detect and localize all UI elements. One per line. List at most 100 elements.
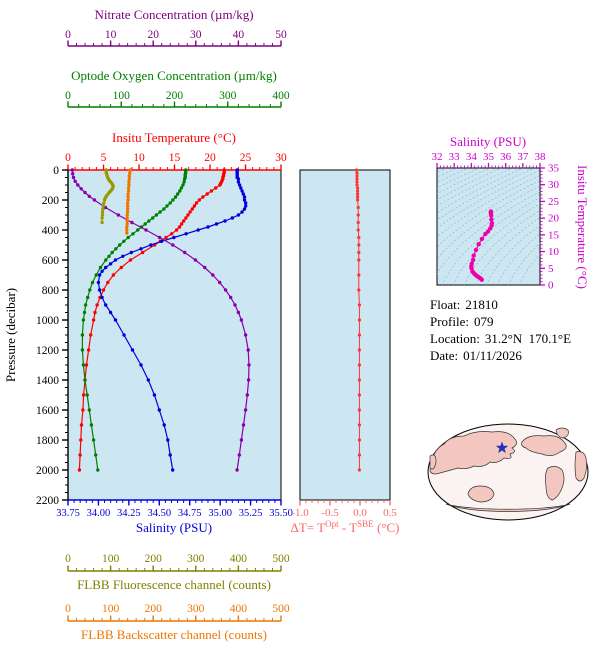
oxygen-axis: 0 100 200 300 400	[65, 90, 290, 108]
profile-line: Profile: 079	[430, 313, 571, 330]
world-map	[427, 423, 589, 521]
svg-text:30: 30	[275, 152, 287, 164]
svg-text:400: 400	[42, 225, 60, 237]
svg-text:32: 32	[432, 151, 443, 163]
delta-t-plot-area	[299, 169, 391, 501]
svg-text:0.0: 0.0	[353, 507, 367, 519]
svg-text:0: 0	[65, 553, 71, 565]
svg-text:36: 36	[500, 151, 512, 163]
svg-text:35.50: 35.50	[269, 508, 293, 519]
date-value: 01/11/2026	[463, 348, 522, 363]
svg-text:400: 400	[230, 603, 248, 615]
svg-text:2000: 2000	[36, 465, 59, 477]
svg-text:10: 10	[105, 29, 117, 41]
svg-text:35: 35	[483, 151, 495, 163]
profile-plot-area	[68, 170, 281, 500]
map-antarctica	[445, 503, 571, 512]
temperature-profile-curve	[77, 168, 226, 472]
svg-text:-1.0: -1.0	[291, 507, 309, 519]
svg-text:1800: 1800	[36, 435, 59, 447]
ts-temperature-axis-title: Insitu Temperature (°C)	[575, 165, 590, 289]
svg-text:200: 200	[42, 195, 60, 207]
svg-text:300: 300	[187, 553, 205, 565]
svg-text:1200: 1200	[36, 345, 59, 357]
fluorescence-profile-curve	[100, 168, 115, 225]
svg-text:5: 5	[101, 152, 107, 164]
svg-text:500: 500	[272, 553, 290, 565]
svg-text:800: 800	[42, 285, 60, 297]
float-position-star-icon	[495, 441, 509, 453]
date-line: Date: 01/11/2026	[430, 347, 571, 364]
salinity-axis: 33.75 34.00 34.25 34.50 34.75 35.00 35.25 35.50	[56, 499, 293, 519]
svg-text:200: 200	[145, 603, 163, 615]
svg-text:25: 25	[240, 152, 252, 164]
svg-text:300: 300	[219, 90, 237, 102]
svg-text:1000: 1000	[36, 315, 59, 327]
svg-text:50: 50	[275, 29, 287, 41]
delta-t-axis-title: ΔT= TOpt - TSBE (°C)	[291, 519, 400, 535]
svg-text:0.5: 0.5	[383, 507, 397, 519]
delta-t-plot: -1.0 -0.5 0.0 0.5	[291, 168, 397, 519]
svg-text:40: 40	[233, 29, 245, 41]
ts-axes: 32 33 34 35 36 37 38 0 5 10 15 20 25 30 35	[432, 151, 560, 292]
svg-text:0: 0	[65, 90, 71, 102]
map-greenland	[555, 427, 569, 439]
ts-salinity-axis-title: Salinity (PSU)	[450, 134, 526, 149]
svg-text:5: 5	[548, 263, 554, 275]
pressure-axis: 0 200 400 600 800 1000 1200 1400 1600 1800 2000 220…	[36, 165, 69, 507]
svg-text:200: 200	[166, 90, 184, 102]
svg-text:34.00: 34.00	[87, 508, 111, 519]
svg-text:34.25: 34.25	[117, 508, 141, 519]
svg-text:15: 15	[548, 229, 560, 241]
svg-text:400: 400	[230, 553, 248, 565]
svg-text:34.50: 34.50	[147, 508, 171, 519]
ts-plot-area	[436, 167, 541, 286]
location-label: Location:	[430, 331, 480, 346]
map-africa-right-edge	[574, 451, 588, 482]
map-south-america	[544, 466, 565, 501]
svg-text:30: 30	[190, 29, 202, 41]
svg-text:33: 33	[449, 151, 461, 163]
svg-text:30: 30	[548, 179, 560, 191]
svg-text:34.75: 34.75	[178, 508, 202, 519]
svg-text:200: 200	[145, 553, 163, 565]
svg-text:600: 600	[42, 255, 60, 267]
location-line: Location: 31.2°N 170.1°E	[430, 330, 571, 347]
svg-text:400: 400	[272, 90, 290, 102]
nitrate-axis: 0 10 20 30 40 50	[65, 29, 287, 47]
fluorescence-axis-title: FLBB Fluorescence channel (counts)	[77, 577, 271, 592]
float-value: 21810	[465, 297, 498, 312]
delta-temperature-curve	[354, 168, 361, 472]
pressure-axis-title: Pressure (decibar)	[3, 288, 18, 382]
nitrate-axis-title: Nitrate Concentration (µm/kg)	[94, 7, 253, 22]
svg-text:20: 20	[548, 213, 560, 225]
svg-text:-0.5: -0.5	[321, 507, 339, 519]
salinity-axis-title: Salinity (PSU)	[136, 520, 212, 535]
svg-text:38: 38	[535, 151, 547, 163]
svg-text:100: 100	[102, 553, 120, 565]
svg-text:37: 37	[517, 151, 529, 163]
svg-text:35: 35	[548, 163, 560, 175]
svg-text:0: 0	[548, 280, 554, 292]
svg-text:0: 0	[65, 152, 71, 164]
float-info-panel: Float: 21810 Profile: 079 Location: 31.2°N …	[430, 296, 571, 364]
svg-text:100: 100	[102, 603, 120, 615]
map-north-america	[521, 435, 567, 456]
profile-label: Profile:	[430, 314, 469, 329]
float-id-line: Float: 21810	[430, 296, 571, 313]
svg-text:33.75: 33.75	[56, 508, 80, 519]
backscatter-axis: 0 100 200 300 400 500	[65, 603, 290, 622]
location-value: 31.2°N 170.1°E	[484, 331, 572, 346]
date-label: Date:	[430, 348, 459, 363]
svg-text:100: 100	[113, 90, 131, 102]
map-australia	[467, 485, 495, 503]
svg-text:1400: 1400	[36, 375, 59, 387]
svg-text:20: 20	[147, 29, 159, 41]
svg-text:0: 0	[65, 603, 71, 615]
svg-text:2200: 2200	[36, 495, 59, 507]
temperature-axis: 0 5 10 15 20 25 30	[65, 152, 287, 171]
svg-text:1600: 1600	[36, 405, 59, 417]
